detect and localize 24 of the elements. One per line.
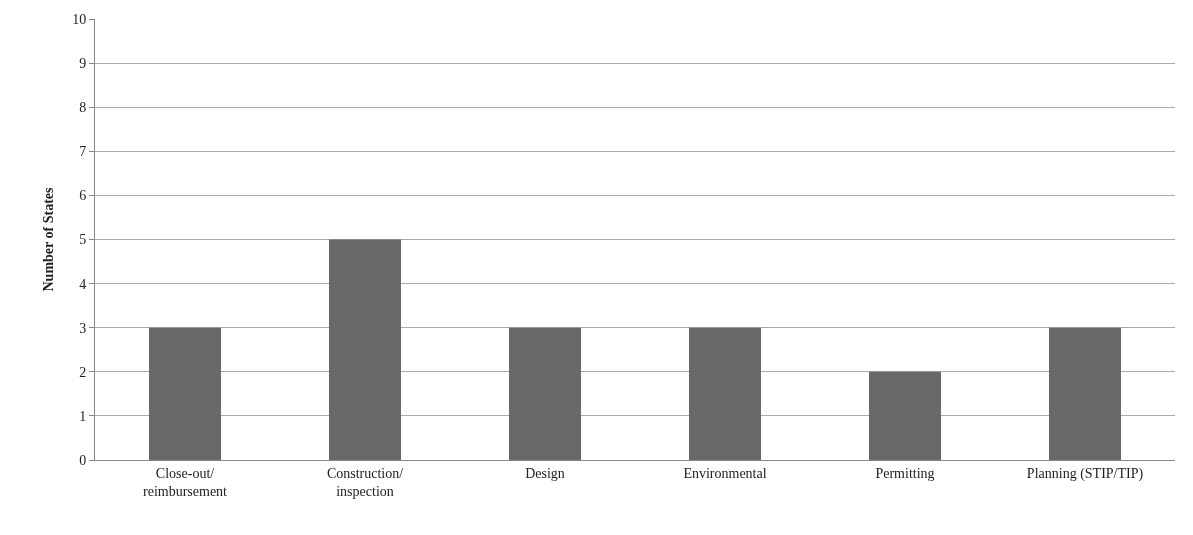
y-tick-label: 1 <box>79 408 87 424</box>
x-tick-label: Planning (STIP/TIP) <box>1026 465 1144 482</box>
bar <box>329 239 401 460</box>
y-tick-label: 7 <box>79 144 87 160</box>
y-axis-title: Number of States <box>40 186 56 292</box>
y-tick-label: 4 <box>79 276 87 292</box>
x-tick-label: Environmental <box>683 465 767 481</box>
bar <box>509 327 581 460</box>
bar <box>1049 327 1121 460</box>
x-tick-label: Permitting <box>875 465 935 481</box>
y-tick-label: 0 <box>79 452 87 468</box>
x-tick-label: Close-out/ reimbursement <box>143 465 228 499</box>
y-tick-label: 3 <box>79 320 87 336</box>
y-tick-label: 8 <box>79 100 87 116</box>
y-tick-label: 5 <box>79 232 87 248</box>
y-tick-label: 9 <box>79 56 87 71</box>
y-tick-label: 6 <box>79 188 87 204</box>
x-tick-label: Construction/ inspection <box>326 465 404 499</box>
y-tick-label: 2 <box>79 364 87 380</box>
bar <box>869 371 941 460</box>
x-tick-label: Design <box>525 465 565 481</box>
y-tick-label: 10 <box>72 11 87 27</box>
bar <box>689 327 761 460</box>
bar <box>149 327 221 460</box>
